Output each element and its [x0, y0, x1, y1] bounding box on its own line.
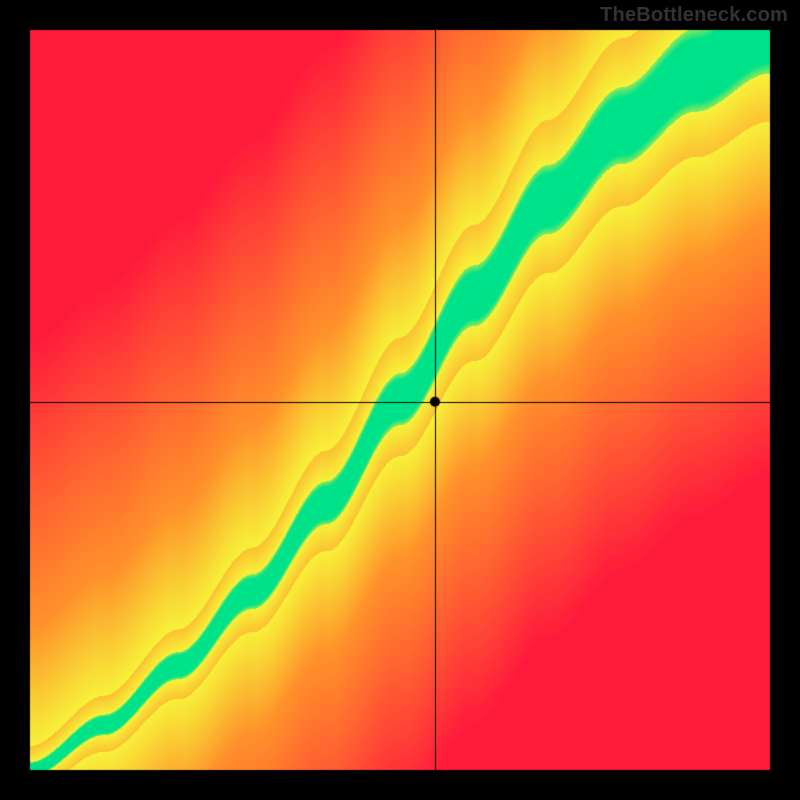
overlay-canvas	[0, 0, 800, 800]
watermark-text: TheBottleneck.com	[600, 4, 788, 27]
bottleneck-heatmap: TheBottleneck.com	[0, 0, 800, 800]
